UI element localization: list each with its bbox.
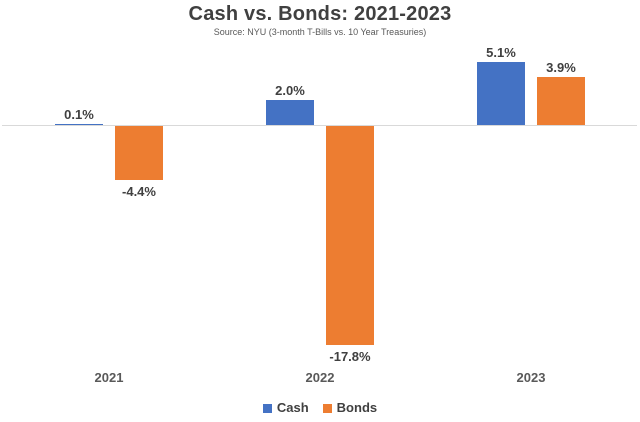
bar-bonds-2021[interactable]	[115, 126, 163, 180]
legend-item-cash[interactable]: Cash	[262, 400, 309, 415]
x-axis-label-2021: 2021	[94, 370, 124, 385]
chart-subtitle: Source: NYU (3-month T-Bills vs. 10 Year…	[213, 27, 427, 37]
bar-bonds-2022[interactable]	[326, 126, 374, 345]
data-label-cash-2022: 2.0%	[275, 83, 305, 98]
x-axis-label-2023: 2023	[516, 370, 546, 385]
legend-label-cash: Cash	[276, 400, 309, 415]
bar-cash-2022[interactable]	[266, 100, 314, 125]
legend-item-bonds[interactable]: Bonds	[322, 400, 378, 415]
data-label-cash-2023: 5.1%	[486, 45, 516, 60]
chart-title: Cash vs. Bonds: 2021-2023	[188, 3, 452, 25]
legend-label-bonds: Bonds	[336, 400, 378, 415]
legend-swatch-bonds	[322, 403, 332, 413]
bar-cash-2023[interactable]	[477, 62, 525, 125]
data-label-cash-2021: 0.1%	[64, 107, 94, 122]
legend: Cash Bonds	[0, 401, 640, 415]
data-label-bonds-2021: -4.4%	[122, 184, 156, 199]
bar-cash-2021[interactable]	[55, 124, 103, 125]
x-axis-label-2022: 2022	[305, 370, 335, 385]
bar-bonds-2023[interactable]	[537, 77, 585, 125]
zero-axis-line	[2, 125, 637, 126]
data-label-bonds-2023: 3.9%	[546, 60, 576, 75]
legend-swatch-cash	[262, 403, 272, 413]
data-label-bonds-2022: -17.8%	[329, 349, 371, 364]
